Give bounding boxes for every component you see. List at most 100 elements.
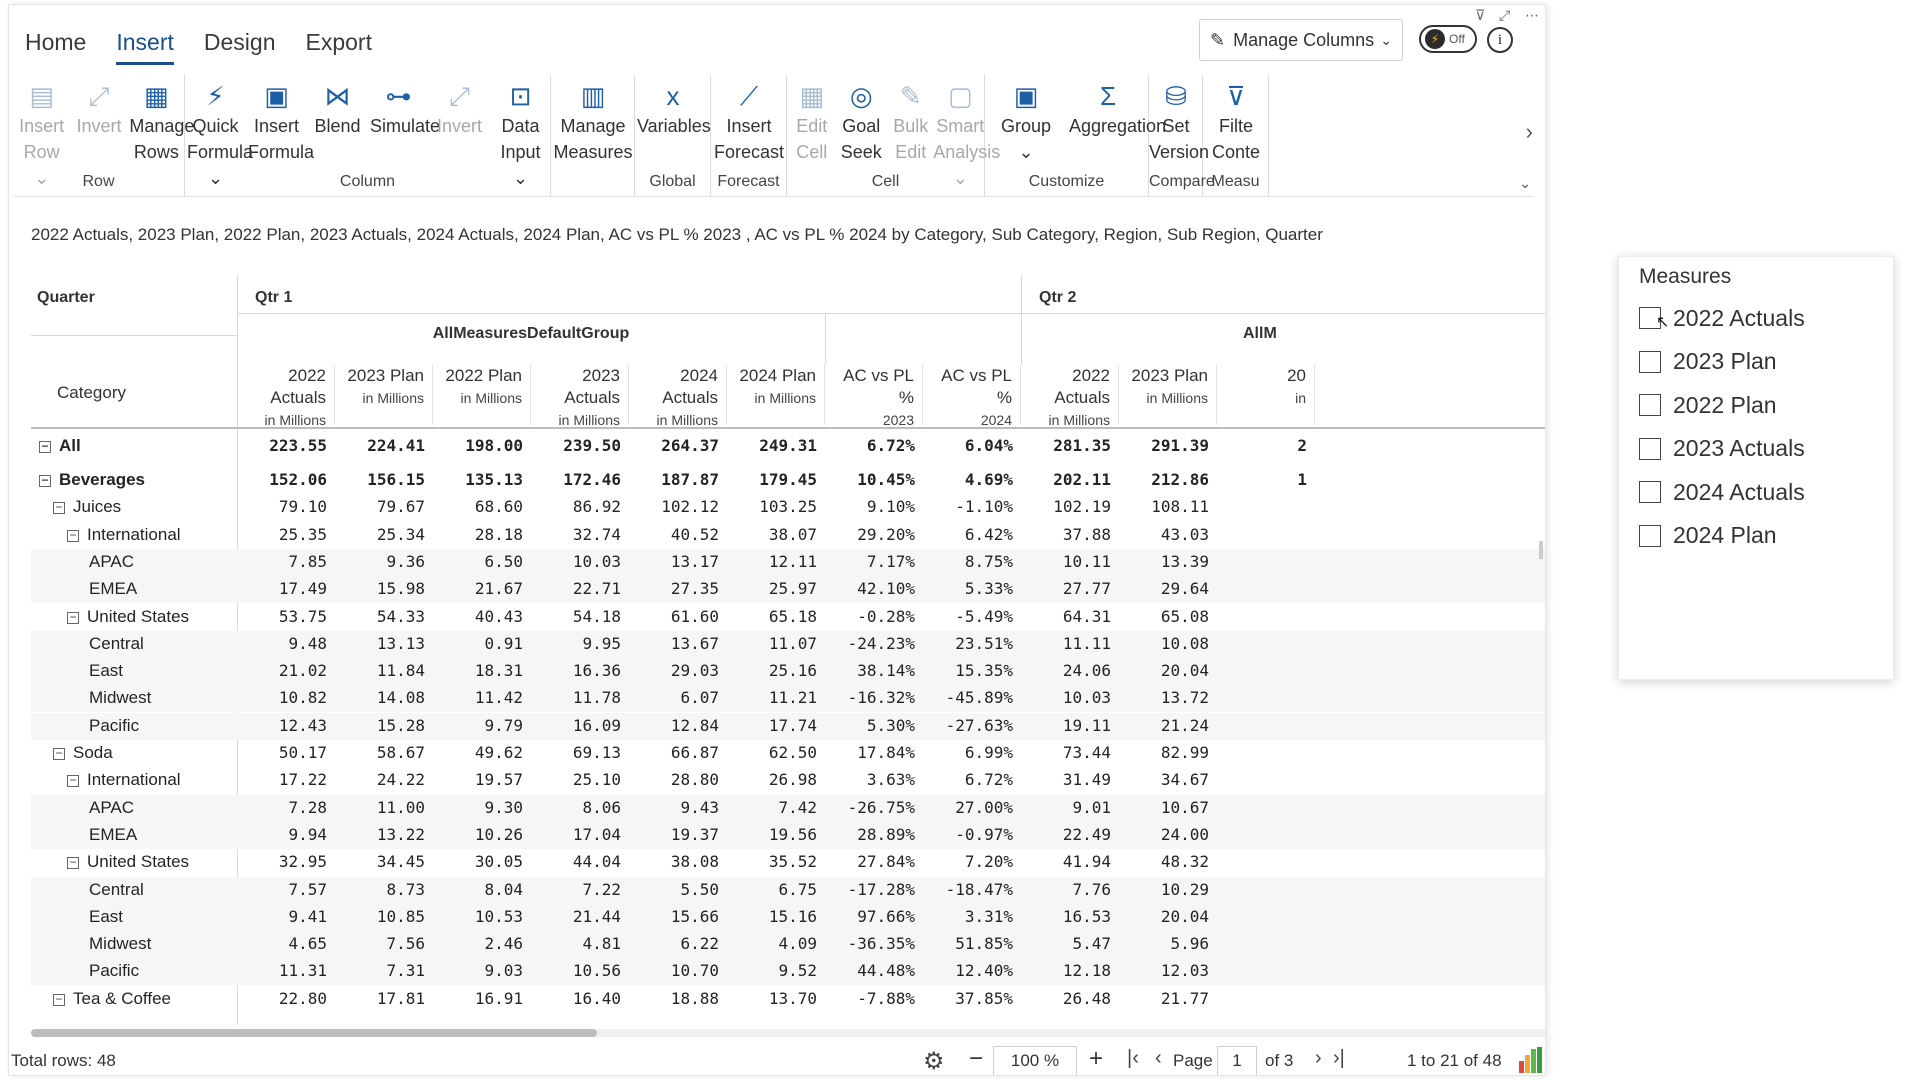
ribbon-button-simulate[interactable]: ⊶ Simulate [370,79,440,139]
table-cell[interactable]: -0.97% [955,824,1013,844]
table-cell[interactable]: 51.85% [955,934,1013,954]
table-cell[interactable]: 9.79 [484,715,523,735]
tab-insert[interactable]: Insert [116,29,174,65]
table-row[interactable]: Pacific 11.31 7.31 9.03 10.56 10.70 9.52 44.48%… [31,958,1545,986]
table-cell[interactable]: 179.45 [759,470,817,489]
table-cell[interactable]: 19.56 [768,824,817,844]
table-cell[interactable]: 11.00 [376,797,425,817]
column-header[interactable]: 2023 Plan in Millions [1119,365,1217,425]
filter-icon[interactable]: ⊽ [1475,7,1486,23]
table-cell[interactable]: 28.89% [857,824,915,844]
tab-design[interactable]: Design [203,29,276,55]
table-cell[interactable]: 27.35 [670,579,719,599]
table-cell[interactable]: 65.18 [768,606,817,626]
table-row[interactable]: − Soda 50.17 58.67 49.62 69.13 66.87 62.50 17.84… [31,740,1545,767]
table-cell[interactable]: 10.67 [1160,797,1209,817]
table-cell[interactable]: 4.81 [582,934,621,954]
table-cell[interactable]: 34.45 [376,852,425,872]
first-page-icon[interactable]: |‹ [1127,1047,1139,1069]
table-cell[interactable]: 8.73 [386,879,425,899]
table-cell[interactable]: 8.75% [964,551,1013,571]
slicer-item[interactable]: 2023 Actuals [1639,434,1805,464]
table-cell[interactable]: 49.62 [474,743,523,762]
table-cell[interactable]: 48.32 [1160,852,1209,872]
slicer-checkbox[interactable] [1639,481,1661,503]
table-cell[interactable]: 34.67 [1160,770,1209,790]
table-cell[interactable]: 21.77 [1160,988,1209,1008]
table-cell[interactable]: 10.53 [474,906,523,926]
table-cell[interactable]: 9.48 [288,633,327,653]
table-cell[interactable]: 12.43 [278,715,327,735]
table-cell[interactable]: 27.77 [1062,579,1111,599]
table-cell[interactable]: 42.10% [857,579,915,599]
table-cell[interactable]: 21.02 [278,661,327,681]
table-cell[interactable]: 102.19 [1053,497,1111,517]
table-cell[interactable]: 9.94 [288,824,327,844]
table-cell[interactable]: 86.92 [572,497,621,517]
table-cell[interactable]: 13.13 [376,633,425,653]
table-row[interactable]: − United States 32.95 34.45 30.05 44.04 38.08 3… [31,849,1545,876]
table-cell[interactable]: 12.03 [1160,961,1209,981]
table-row[interactable]: Central 7.57 8.73 8.04 7.22 5.50 6.75 -17.28% -1… [31,876,1545,904]
table-cell[interactable]: 62.50 [768,743,817,762]
more-options-icon[interactable]: ⋯ [1525,7,1539,23]
column-header[interactable]: AC vs PL % 2023 [825,365,923,428]
table-cell[interactable]: 16.40 [572,988,621,1008]
table-cell[interactable]: 27.00% [955,797,1013,817]
table-row[interactable]: Pacific 12.43 15.28 9.79 16.09 12.84 17.74 5.30… [31,712,1545,740]
table-cell[interactable]: 24.22 [376,770,425,790]
table-cell[interactable]: 9.95 [582,633,621,653]
table-cell[interactable]: 68.60 [474,497,523,517]
table-cell[interactable]: 281.35 [1053,436,1111,455]
ribbon-button-manage-measures[interactable]: ▥ Manage Measures [553,79,633,165]
table-cell[interactable]: 7.85 [288,551,327,571]
table-cell[interactable]: 14.08 [376,688,425,708]
table-cell[interactable]: 7.22 [582,879,621,899]
table-cell[interactable]: 31.49 [1062,770,1111,790]
table-cell[interactable]: 6.22 [680,934,719,954]
table-cell[interactable]: 79.10 [278,497,327,517]
table-cell[interactable]: 264.37 [661,436,719,455]
table-cell[interactable]: 9.36 [386,551,425,571]
table-cell[interactable]: 9.41 [288,906,327,926]
table-cell[interactable]: 61.60 [670,606,719,626]
table-cell[interactable]: 10.70 [670,961,719,981]
table-cell[interactable]: 11.21 [768,688,817,708]
table-cell[interactable]: 5.33% [964,579,1013,599]
table-cell[interactable]: 44.04 [572,852,621,872]
table-cell[interactable]: 135.13 [465,470,523,489]
table-cell[interactable]: 18.88 [670,988,719,1008]
table-cell[interactable]: -0.28% [857,606,915,626]
table-cell[interactable]: 29.03 [670,661,719,681]
horizontal-scrollbar[interactable] [31,1029,1545,1037]
table-cell[interactable]: 8.04 [484,879,523,899]
table-row[interactable]: − Beverages 152.06 156.15 135.13 172.46 187.87… [31,467,1545,494]
table-cell[interactable]: 43.03 [1160,524,1209,544]
table-cell[interactable]: 7.76 [1072,879,1111,899]
table-cell[interactable]: 9.43 [680,797,719,817]
table-cell[interactable]: 12.11 [768,551,817,571]
table-cell[interactable]: 12.18 [1062,961,1111,981]
table-cell[interactable]: 15.35% [955,661,1013,681]
table-cell[interactable]: 18.31 [474,661,523,681]
table-row[interactable]: EMEA 17.49 15.98 21.67 22.71 27.35 25.97 42.10%… [31,576,1545,604]
table-cell[interactable]: 37.88 [1062,524,1111,544]
table-cell[interactable]: 64.31 [1062,606,1111,626]
table-cell[interactable]: 20.04 [1160,906,1209,926]
slicer-checkbox[interactable] [1639,307,1661,329]
collapse-icon[interactable]: − [39,474,51,487]
table-cell[interactable]: 3.63% [866,770,915,790]
table-cell[interactable]: 10.03 [572,551,621,571]
power-toggle[interactable]: ⚡ Off [1419,25,1477,53]
table-cell[interactable]: 11.42 [474,688,523,708]
ribbon-button-variables[interactable]: x Variables [637,79,711,139]
table-cell[interactable]: 6.07 [680,688,719,708]
column-header[interactable]: 2024 Plan in Millions [727,365,825,425]
table-cell[interactable]: 10.82 [278,688,327,708]
ribbon-button-invert[interactable]: ⤢ Invert [72,79,126,139]
table-cell[interactable]: 25.97 [768,579,817,599]
table-cell[interactable]: 19.37 [670,824,719,844]
table-cell[interactable]: 10.03 [1062,688,1111,708]
collapse-icon[interactable]: − [53,747,65,760]
table-cell[interactable]: 7.56 [386,934,425,954]
